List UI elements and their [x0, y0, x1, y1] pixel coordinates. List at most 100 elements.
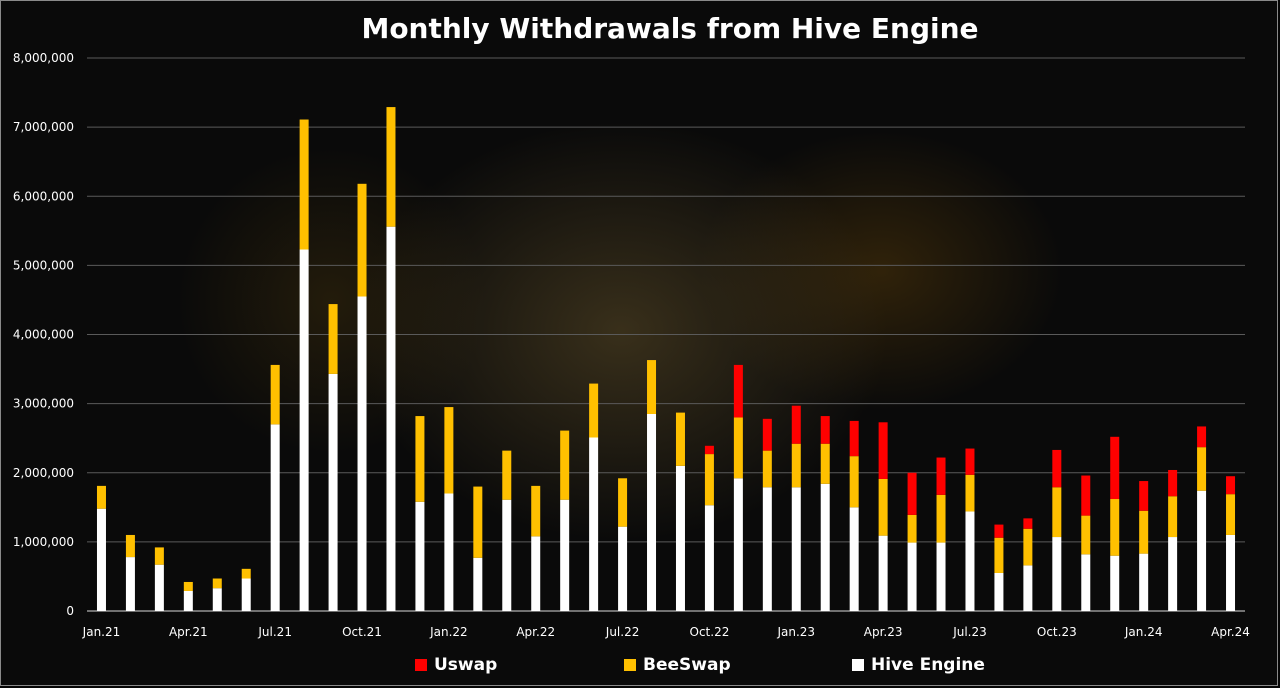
bar-hive-engine: [241, 578, 251, 611]
y-tick-label: 6,000,000: [13, 189, 74, 203]
x-tick-label: Jan.21: [82, 625, 121, 639]
bar-hive-engine: [965, 511, 975, 611]
bar-hive-engine: [299, 249, 309, 611]
bar-hive-engine: [1023, 565, 1033, 611]
bar-hive-engine: [1052, 537, 1062, 611]
x-tick-label: Jul.22: [605, 625, 640, 639]
bar-hive-engine: [96, 508, 106, 611]
legend-item-beeswap: BeeSwap: [624, 655, 731, 675]
bar-beeswap: [444, 407, 454, 494]
bar-uswap: [994, 524, 1004, 538]
x-tick-label: Apr.21: [169, 625, 208, 639]
legend-label-hive-engine: Hive Engine: [871, 655, 985, 675]
legend-swatch-hive-engine: [852, 659, 864, 671]
bar-hive-engine: [328, 373, 338, 611]
bar-hive-engine: [762, 487, 772, 611]
bar-beeswap: [1023, 528, 1033, 566]
bar-uswap: [1139, 481, 1149, 511]
bar-hive-engine: [878, 535, 888, 611]
x-tick-label: Apr.23: [864, 625, 903, 639]
bar-hive-engine: [791, 487, 801, 611]
bar-beeswap: [878, 478, 888, 536]
bar-hive-engine: [386, 226, 396, 612]
bar-beeswap: [415, 416, 425, 502]
bar-hive-engine: [357, 296, 367, 611]
x-tick-label: Jan.24: [1124, 625, 1163, 639]
bar-beeswap: [270, 364, 280, 425]
bar-uswap: [1226, 476, 1236, 495]
bar-beeswap: [125, 534, 135, 558]
bar-uswap: [704, 445, 714, 455]
bar-beeswap: [386, 107, 396, 227]
bar-beeswap: [1139, 510, 1149, 554]
bar-hive-engine: [444, 493, 454, 611]
bar-uswap: [791, 405, 801, 444]
bar-hive-engine: [704, 505, 714, 611]
bar-hive-engine: [212, 588, 222, 611]
bar-beeswap: [791, 443, 801, 488]
chart-legend: Uswap BeeSwap Hive Engine: [0, 655, 1280, 681]
bar-uswap: [849, 420, 859, 457]
x-tick-label: Oct.22: [690, 625, 730, 639]
bar-hive-engine: [907, 542, 917, 611]
bar-beeswap: [1052, 487, 1062, 538]
y-tick-label: 3,000,000: [13, 397, 74, 411]
bar-beeswap: [936, 494, 946, 543]
bar-beeswap: [1226, 494, 1236, 535]
bar-hive-engine: [1110, 555, 1120, 611]
bar-hive-engine: [1226, 534, 1236, 611]
x-tick-label: Apr.22: [516, 625, 555, 639]
bar-hive-engine: [1081, 554, 1091, 611]
legend-label-beeswap: BeeSwap: [643, 655, 731, 675]
y-tick-label: 7,000,000: [13, 120, 74, 134]
bar-uswap: [1023, 518, 1033, 529]
bar-hive-engine: [1197, 490, 1207, 611]
bar-beeswap: [531, 485, 541, 537]
bar-beeswap: [704, 454, 714, 506]
y-tick-label: 0: [66, 604, 74, 618]
bar-beeswap: [357, 183, 367, 297]
bar-uswap: [1168, 469, 1178, 497]
bar-uswap: [1052, 449, 1062, 488]
bar-beeswap: [299, 119, 309, 250]
chart-title: Monthly Withdrawals from Hive Engine: [361, 12, 979, 45]
bar-beeswap: [994, 537, 1004, 573]
y-tick-label: 1,000,000: [13, 535, 74, 549]
bar-hive-engine: [473, 557, 483, 611]
bar-hive-engine: [1139, 553, 1149, 611]
bar-beeswap: [820, 443, 830, 484]
bar-beeswap: [560, 430, 570, 500]
x-tick-label: Jul.23: [952, 625, 987, 639]
bar-beeswap: [762, 450, 772, 488]
bar-uswap: [762, 418, 772, 451]
x-tick-label: Apr.24: [1211, 625, 1250, 639]
bar-hive-engine: [936, 542, 946, 611]
bar-hive-engine: [675, 465, 685, 611]
bar-hive-engine: [820, 483, 830, 611]
y-tick-label: 5,000,000: [13, 258, 74, 272]
legend-label-uswap: Uswap: [434, 655, 498, 675]
y-tick-label: 4,000,000: [13, 328, 74, 342]
bar-uswap: [1081, 475, 1091, 516]
bar-beeswap: [1081, 515, 1091, 555]
bar-beeswap: [154, 547, 164, 565]
bar-hive-engine: [415, 501, 425, 611]
bar-beeswap: [647, 360, 657, 414]
bar-beeswap: [1168, 496, 1178, 538]
bar-beeswap: [473, 486, 483, 558]
bar-beeswap: [907, 514, 917, 543]
legend-swatch-beeswap: [624, 659, 636, 671]
y-tick-label: 2,000,000: [13, 466, 74, 480]
bar-beeswap: [849, 456, 859, 508]
bar-uswap: [936, 457, 946, 495]
bar-uswap: [1197, 426, 1207, 448]
bar-hive-engine: [270, 424, 280, 611]
x-tick-label: Jan.23: [776, 625, 815, 639]
bar-hive-engine: [502, 499, 512, 611]
y-tick-label: 8,000,000: [13, 51, 74, 65]
legend-swatch-uswap: [415, 659, 427, 671]
bar-hive-engine: [647, 413, 657, 611]
bar-beeswap: [1197, 447, 1207, 491]
